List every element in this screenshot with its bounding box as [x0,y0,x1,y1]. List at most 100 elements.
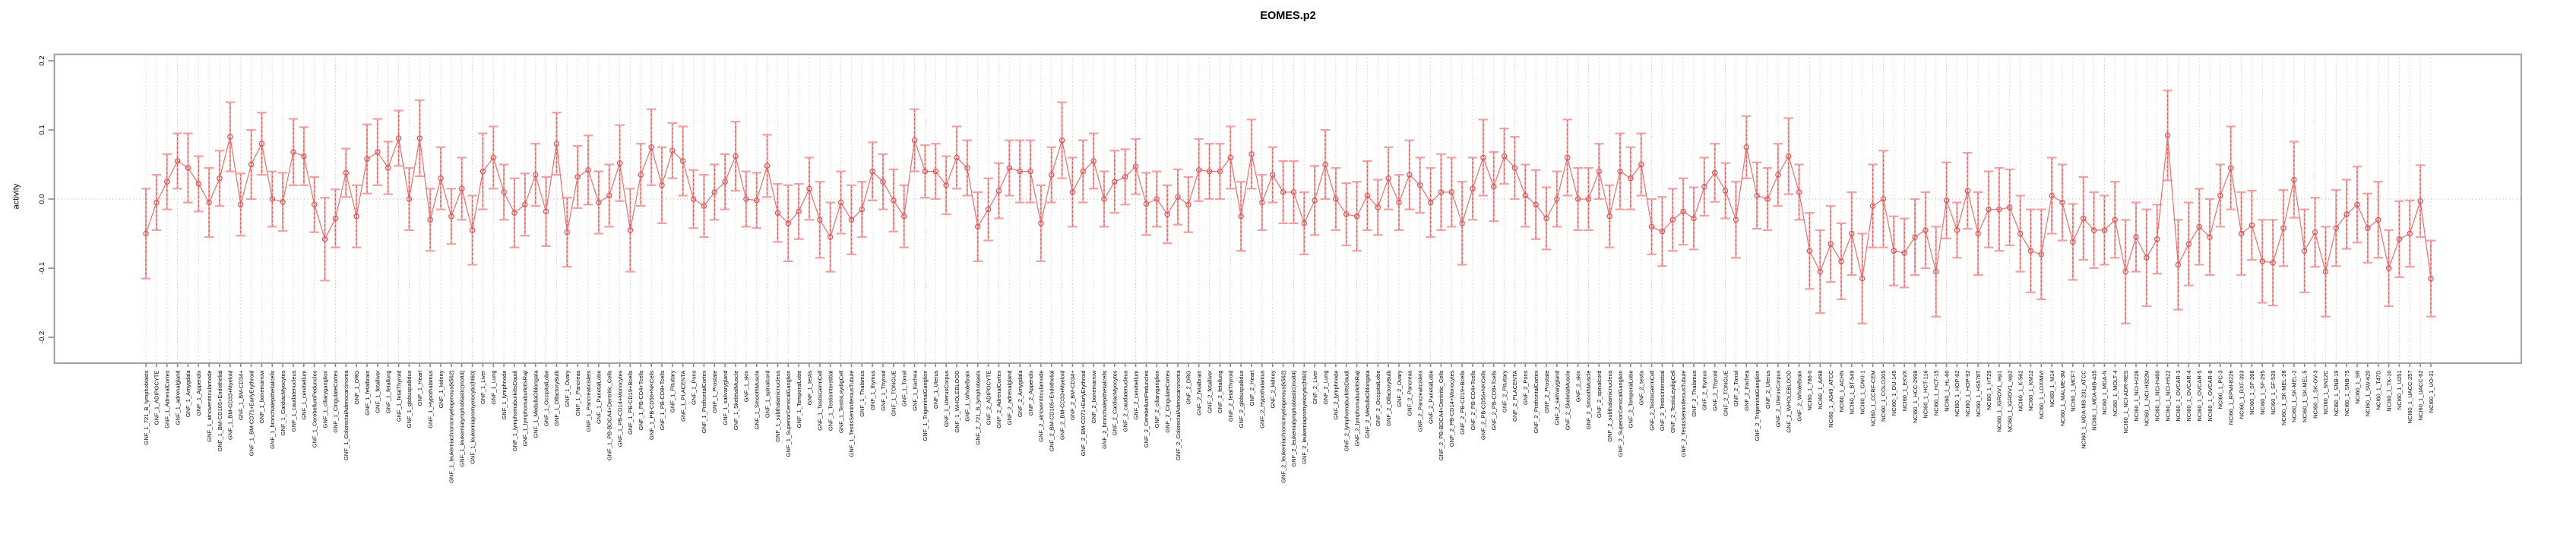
x-axis-label: NCI60_1_RPMI-8226 [2228,371,2235,425]
x-axis-label: GNF_1_caudatenucleus [290,370,297,432]
data-point [1427,199,1434,206]
data-point [1049,172,1055,178]
data-point [1027,168,1033,175]
x-axis-label: GNF_1_TestisGermCell [817,370,824,431]
data-point [1448,189,1454,195]
x-axis-label: GNF_1_testis [806,370,813,405]
x-axis-label: GNF_2_TestisLeydigCell [1669,370,1676,433]
x-axis-label: NCI60_1_UACC-257 [2407,371,2413,424]
data-point [880,179,886,185]
x-axis-label: GNF_2_PB-CD56+NKCells [1480,370,1487,440]
plot-border [53,53,2522,364]
data-point [1764,196,1771,202]
data-point [1438,189,1445,195]
data-point [312,201,318,207]
x-axis-label: GNF_1_PB-CD8+Tcells [659,370,666,430]
data-point [280,198,286,205]
data-point [501,189,507,195]
x-axis-label: NCI60_1_786-0 [1806,371,1813,411]
x-axis-label: GNF_1_Ovary [564,370,571,407]
x-axis-label: GNF_1_TestisLeydigCell [837,370,844,433]
data-point [1691,215,1697,222]
data-point [1722,188,1729,194]
data-point [2259,258,2265,264]
x-axis-label: NCI60_1_TK-10 [2385,371,2392,412]
x-axis-label: GNF_1_SkeletalMuscle [733,371,739,431]
x-axis-label: NCI60_1_A549_ATCC [1828,370,1834,428]
data-point [995,188,1002,194]
x-axis-label: GNF_2_TestisInterstitial [1659,370,1666,431]
data-point [1164,211,1170,217]
x-axis-label: NCI60_1_HCT-15 [1933,371,1940,416]
x-axis-label: GNF_2_OccipitalLobe [1375,371,1381,427]
data-point [238,201,244,207]
x-axis-label: NCI60_1_NCI-H460 [2154,371,2161,422]
data-point [438,175,444,182]
x-axis-label: GNF_1_SuperiorCervicalGanglion [785,371,792,457]
data-point [1375,204,1381,210]
data-point [975,223,981,230]
x-axis-label: GNF_1_PrefrontalCortex [701,370,707,433]
data-point [680,158,686,164]
x-axis-label: GNF_2_Pancreaticislets [1417,370,1424,432]
data-point [733,153,739,160]
x-axis-label: GNF_2_BM-CD71+EarlyErythroid [1080,371,1087,457]
x-axis-label: NCI60_1_HOP-62 [1954,371,1960,417]
x-axis-label: GNF_2_fetalThyroid [1227,371,1234,422]
x-axis-label: GNF_1_ADIPOCYTE [153,371,160,425]
data-point [2312,229,2318,236]
data-point [1511,165,1518,171]
x-axis-label: GNF_2_lymphomaburkittsDaudi [1343,370,1350,451]
x-axis-label: NCI60_1_NCI-H226 [2133,371,2140,422]
x-axis-label: NCI60_1_M14 [2049,371,2055,407]
x-axis-label: GNF_2_BM-CD33+Myeloid [1059,371,1065,441]
x-axis-label: GNF_1_OccipitalLobe [543,371,549,427]
data-point [627,227,634,233]
data-point [2385,265,2392,271]
data-point [2354,201,2360,207]
x-axis-label: GNF_2_Pons [1522,370,1529,405]
x-axis-label: NCI60_1_HS578T [1975,370,1982,417]
data-point [616,160,623,166]
data-point [1565,154,1571,161]
data-point [1238,213,1244,220]
data-point [153,199,160,206]
x-axis-label: GNF_2_Hypothalamus [1259,370,1266,428]
data-point [1585,196,1592,202]
data-point [395,135,402,141]
data-point [659,182,665,188]
x-axis-label: GNF_2_leukemiapromyelocytic(hl60) [1301,370,1308,464]
x-axis-label: GNF_1_atrioventricularnode [206,371,213,442]
x-axis-labels: GNF_1_721_B_lymphoblasts GNF_1_ADIPOCYTE G… [143,370,2435,483]
x-axis-label: GNF_1_fetallung [385,371,392,414]
data-point [743,196,749,202]
x-axis-label: GNF_1_leukemiachronicmyelogenous(k562) [448,370,455,483]
x-axis-label: NCI60_1_OVCAR-4 [2185,371,2192,422]
x-axis-label: GNF_1_PB-CD56+NKCells [648,370,655,440]
data-point [1680,208,1686,215]
x-axis-label: GNF_2_Appendix [1027,370,1034,416]
x-axis-label: GNF_2_TrigeminalGanglion [1754,371,1761,441]
y-axis-labels: 0.2 0.1 0.0 -0.1 -0.2 [38,55,46,343]
data-point [1786,153,1792,160]
x-axis-label: GNF_2_testis [1638,370,1645,405]
data-point [290,149,296,155]
data-point [2154,236,2160,242]
x-axis-label: NCI60_1_KM12 [2027,371,2034,411]
x-axis-label: GNF_1_BM-CD33+Myeloid [227,371,234,441]
x-axis-label: NCI60_1_SK-OV-3 [2312,371,2318,419]
data-point [248,161,255,168]
x-axis-label: GNF_1_CingulateCortex [332,370,339,432]
x-axis-label: NCI60_1_SK-MEL-28 [2280,371,2287,426]
data-point [1743,144,1749,150]
x-axis-label: NCI60_1_SK-MEL-5 [2302,371,2309,422]
data-point [2070,239,2076,245]
x-axis-label: NCI60_1_CAKI-1 [1859,371,1866,415]
data-point [2302,248,2308,254]
x-axis-label: GNF_1_WHOLEBLOOD [954,370,960,433]
x-axis-label: GNF_2_Prostate [1543,371,1550,413]
data-point [574,174,581,180]
data-point [1501,153,1508,160]
